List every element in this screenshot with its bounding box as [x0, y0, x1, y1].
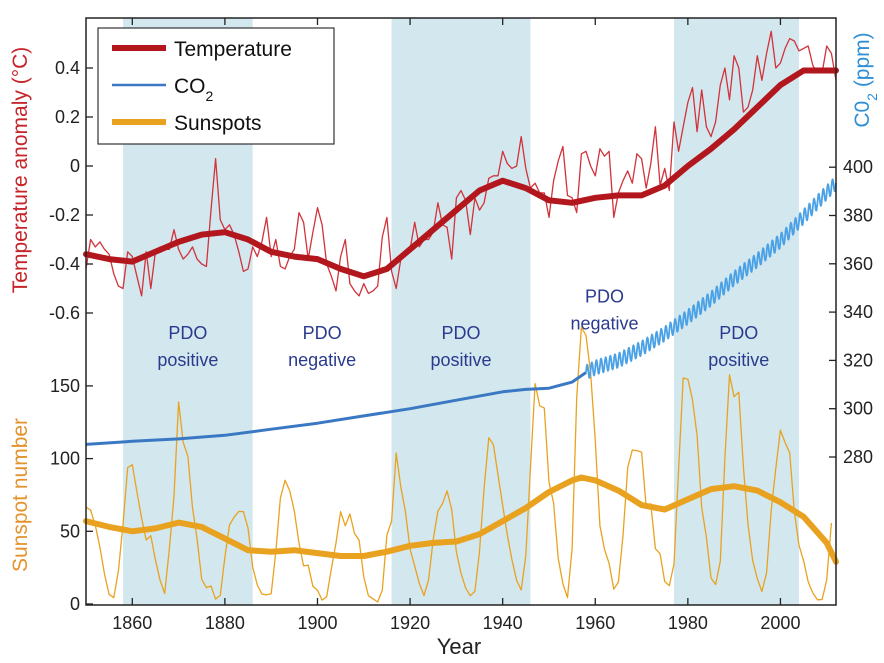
co2-axis-label-prefix: C0	[851, 101, 874, 128]
temperature-tick-label: 0	[70, 156, 80, 176]
co2-seasonal-line	[585, 178, 837, 379]
co2-tick-label: 380	[843, 206, 873, 226]
co2-tick-label: 400	[843, 157, 873, 177]
sunspot-tick-label: 0	[70, 594, 80, 614]
co2-axis-label-sub: 2	[864, 93, 880, 101]
temperature-tick-label: 0.2	[55, 107, 80, 127]
co2-tick-label: 360	[843, 254, 873, 274]
axis-ticks: 1860 1880 1900 1920 1940 1960 1980 2000 0.4 0.2 0 -…	[49, 18, 873, 633]
sunspot-axis-label: Sunspot number	[9, 418, 32, 572]
x-tick-label: 1880	[205, 613, 245, 633]
pdo-label-phase-3: positive	[430, 350, 491, 370]
co2-tick-label: 340	[843, 302, 873, 322]
pdo-label-phase-4: negative	[570, 313, 638, 333]
co2-axis-label-suffix: (ppm)	[851, 32, 874, 93]
temperature-tick-label: -0.4	[49, 254, 80, 274]
legend-label-sunspots: Sunspots	[174, 112, 262, 135]
x-tick-label: 2000	[760, 613, 800, 633]
x-tick-label: 1960	[575, 613, 615, 633]
sunspot-tick-label: 100	[50, 449, 80, 469]
pdo-label-phase-1: positive	[157, 350, 218, 370]
pdo-label-title-3: PDO	[441, 323, 480, 343]
legend-label-co2-sub: 2	[206, 88, 214, 104]
temperature-tick-label: 0.4	[55, 58, 80, 78]
sunspots-smooth-line	[83, 474, 839, 565]
co2-axis-label: C02 (ppm)	[851, 32, 880, 127]
pdo-label-title-1: PDO	[168, 323, 207, 343]
pdo-label-title-2: PDO	[303, 323, 342, 343]
x-tick-label: 1920	[390, 613, 430, 633]
x-axis-label: Year	[437, 634, 481, 658]
co2-tick-label: 280	[843, 447, 873, 467]
sunspot-tick-label: 50	[60, 521, 80, 541]
x-tick-label: 1940	[483, 613, 523, 633]
x-tick-label: 1860	[112, 613, 152, 633]
sunspots-annual-line	[85, 326, 833, 603]
series-layer	[83, 30, 839, 603]
temperature-axis-label: Temperature anomaly (°C)	[9, 47, 32, 293]
legend-label-temperature: Temperature	[174, 38, 292, 61]
temperature-tick-label: -0.2	[49, 205, 80, 225]
temperature-smooth-line	[83, 67, 839, 280]
co2-line	[85, 371, 587, 446]
pdo-label-phase-2: negative	[288, 350, 356, 370]
pdo-label-title-4: PDO	[585, 286, 624, 306]
co2-tick-label: 300	[843, 399, 873, 419]
pdo-label-phase-5: positive	[708, 350, 769, 370]
co2-tick-label: 320	[843, 350, 873, 370]
legend-label-co2: CO2	[174, 75, 214, 104]
x-tick-label: 1900	[297, 613, 337, 633]
legend: Temperature CO2 Sunspots	[97, 27, 335, 145]
sunspot-tick-label: 150	[50, 376, 80, 396]
legend-label-co2-text: CO	[174, 75, 206, 98]
pdo-labels: PDO positive PDO negative PDO positive PDO nega…	[157, 286, 769, 370]
temperature-tick-label: -0.6	[49, 303, 80, 323]
x-tick-label: 1980	[668, 613, 708, 633]
pdo-band-3	[391, 18, 531, 605]
pdo-label-title-5: PDO	[719, 323, 758, 343]
temperature-annual-line	[85, 30, 837, 297]
